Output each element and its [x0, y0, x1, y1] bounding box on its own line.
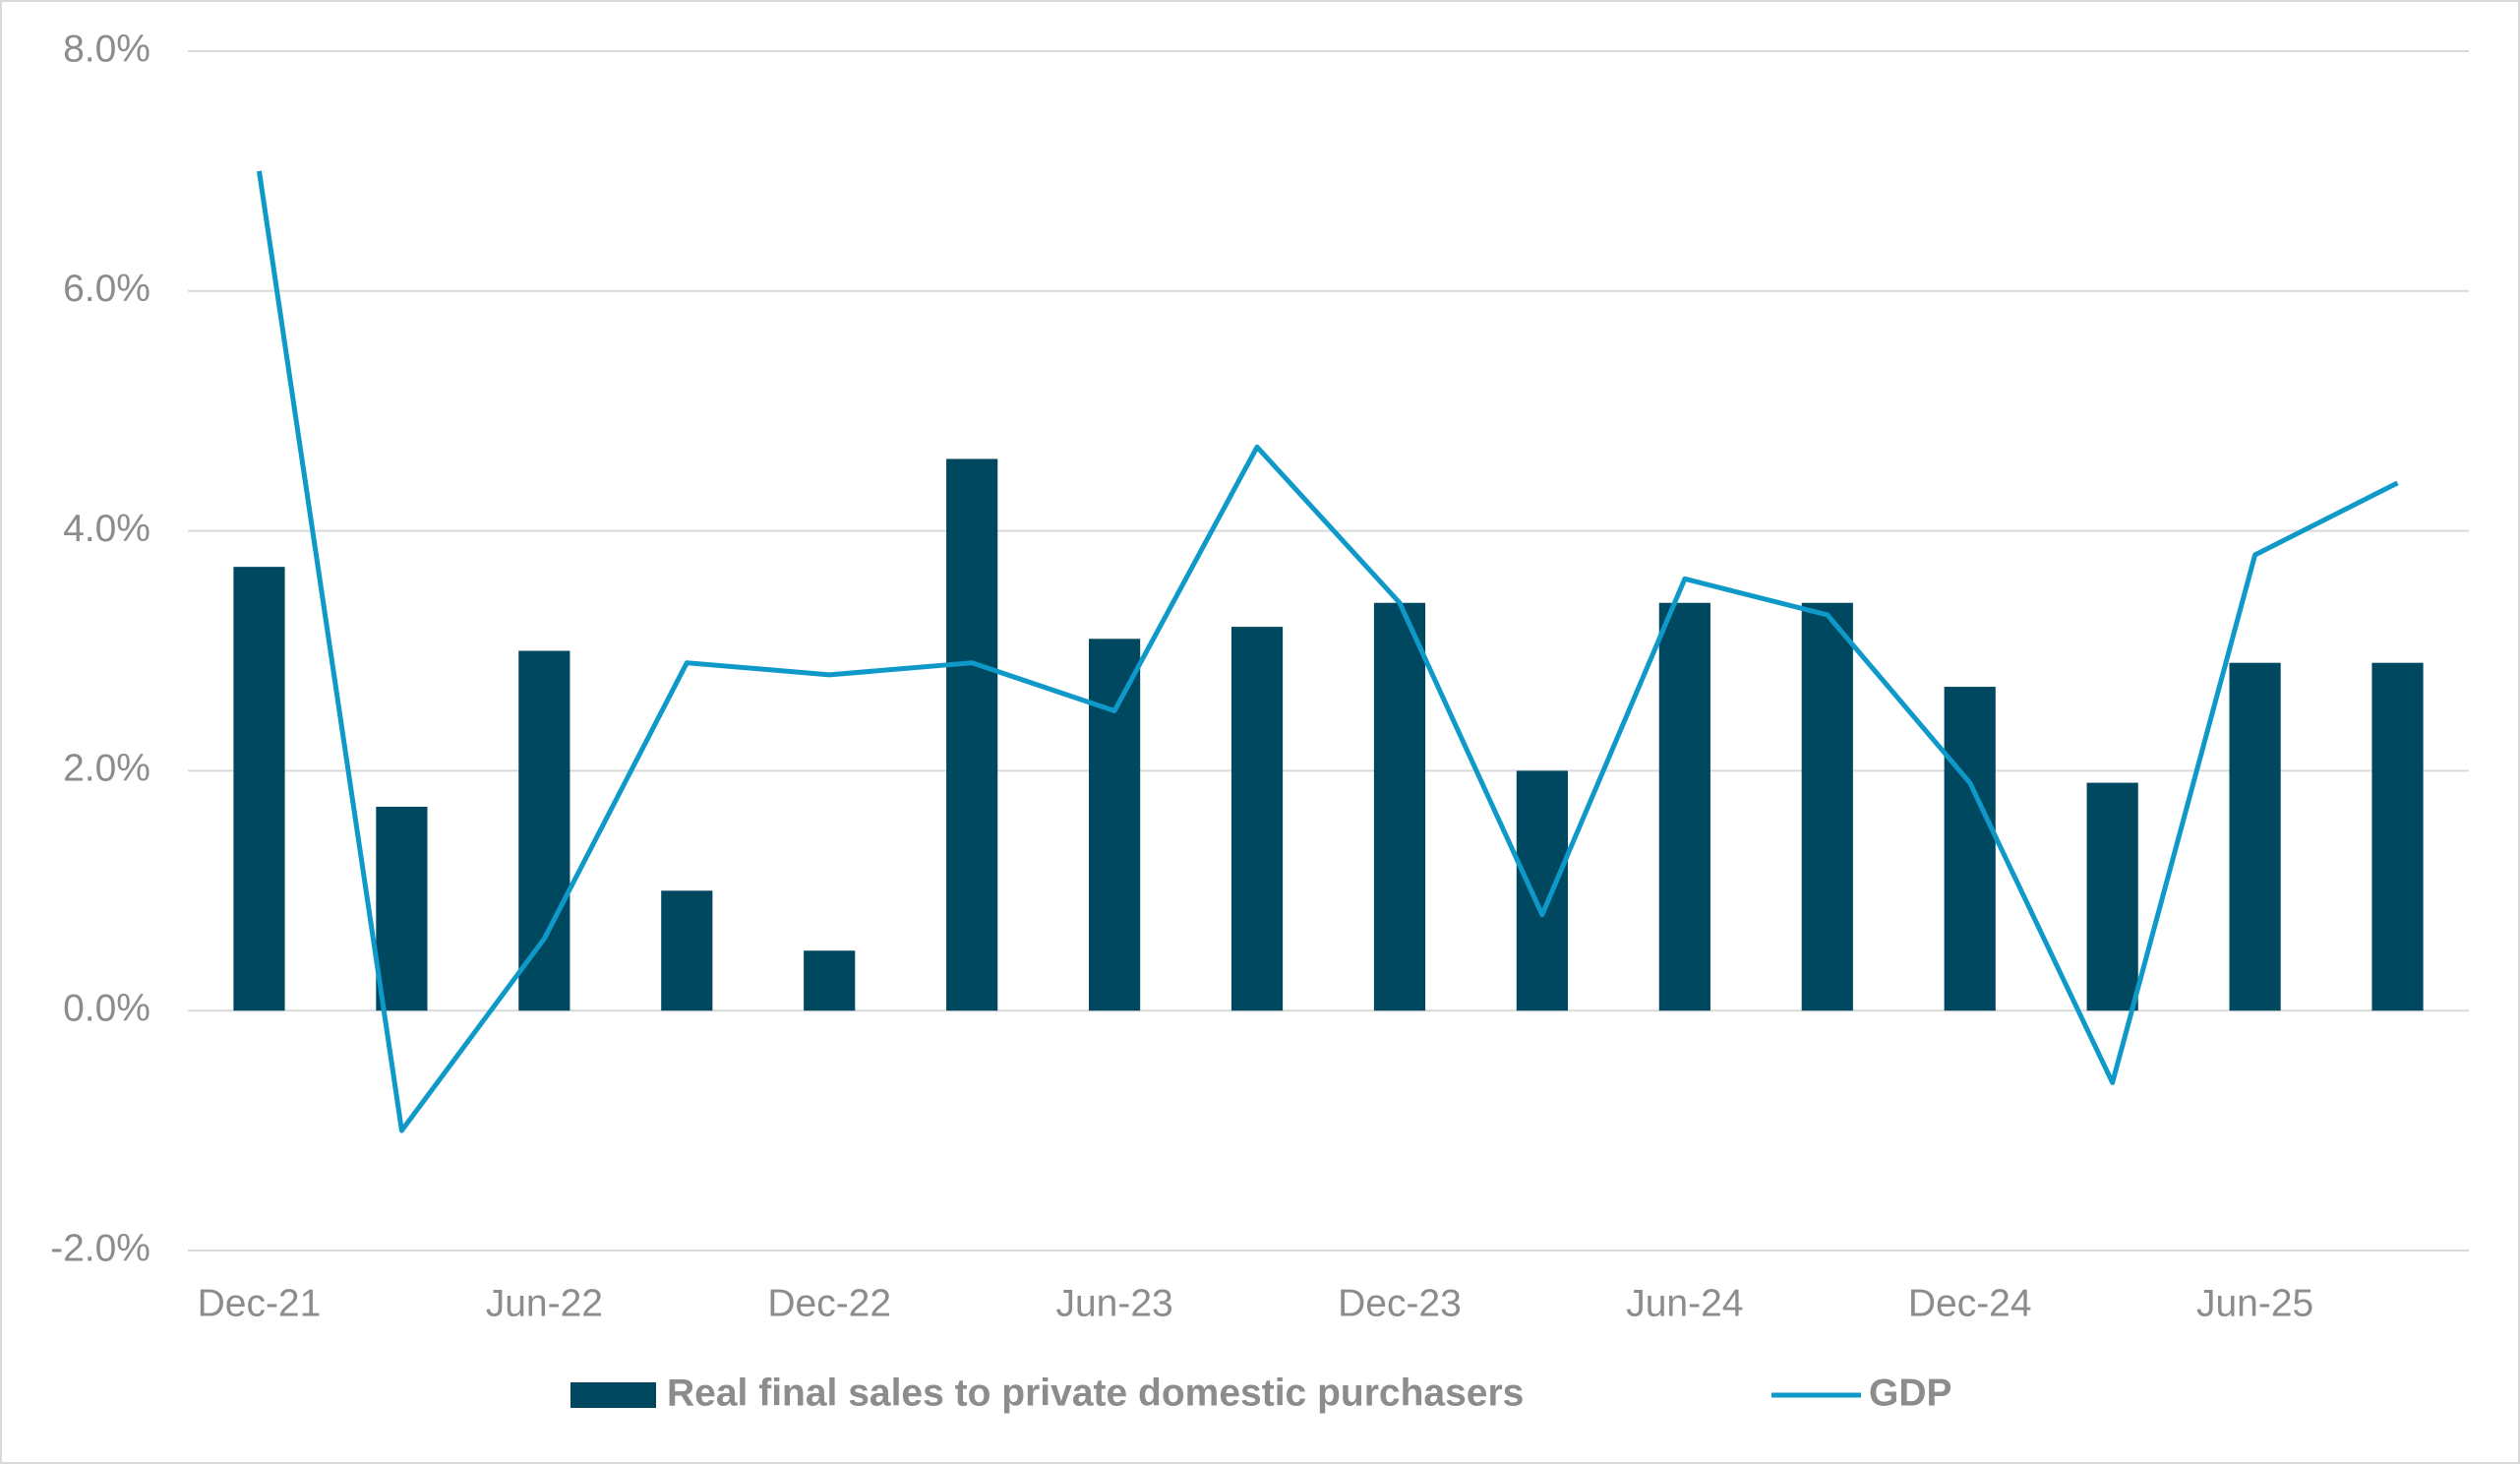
bar	[518, 650, 570, 1011]
bar	[1089, 639, 1141, 1011]
legend-label: GDP	[1869, 1372, 1952, 1414]
bar	[2229, 662, 2281, 1011]
bar	[1373, 602, 1426, 1011]
bar	[2086, 782, 2138, 1011]
bar	[946, 458, 998, 1011]
bar	[804, 950, 856, 1011]
line	[256, 170, 2399, 1133]
x-tick-label: Jun-25	[2196, 1282, 2313, 1324]
bar	[661, 890, 713, 1011]
y-tick-label: 0.0%	[63, 987, 150, 1029]
bar	[1516, 770, 1568, 1011]
x-tick-label: Jun-24	[1626, 1282, 1743, 1324]
x-tick-label: Dec-24	[1908, 1282, 2032, 1324]
legend-swatch	[570, 1382, 656, 1408]
bar	[2371, 662, 2424, 1011]
bar	[376, 806, 428, 1011]
y-tick-label: 8.0%	[63, 28, 150, 70]
y-tick-label: -2.0%	[50, 1227, 150, 1269]
bar	[1658, 602, 1710, 1011]
x-tick-label: Dec-23	[1338, 1282, 1462, 1324]
bar	[1801, 602, 1853, 1011]
legend-label: Real final sales to private domestic pur…	[667, 1372, 1524, 1414]
bar	[1944, 687, 1996, 1011]
y-tick-label: 6.0%	[63, 268, 150, 310]
x-tick-label: Dec-22	[767, 1282, 891, 1324]
y-tick-label: 4.0%	[63, 508, 150, 550]
y-tick-label: 2.0%	[63, 748, 150, 790]
x-tick-label: Jun-22	[486, 1282, 603, 1324]
x-tick-label: Jun-23	[1055, 1282, 1172, 1324]
x-tick-label: Dec-21	[198, 1282, 322, 1324]
bar	[233, 567, 285, 1011]
bar	[1230, 627, 1284, 1011]
